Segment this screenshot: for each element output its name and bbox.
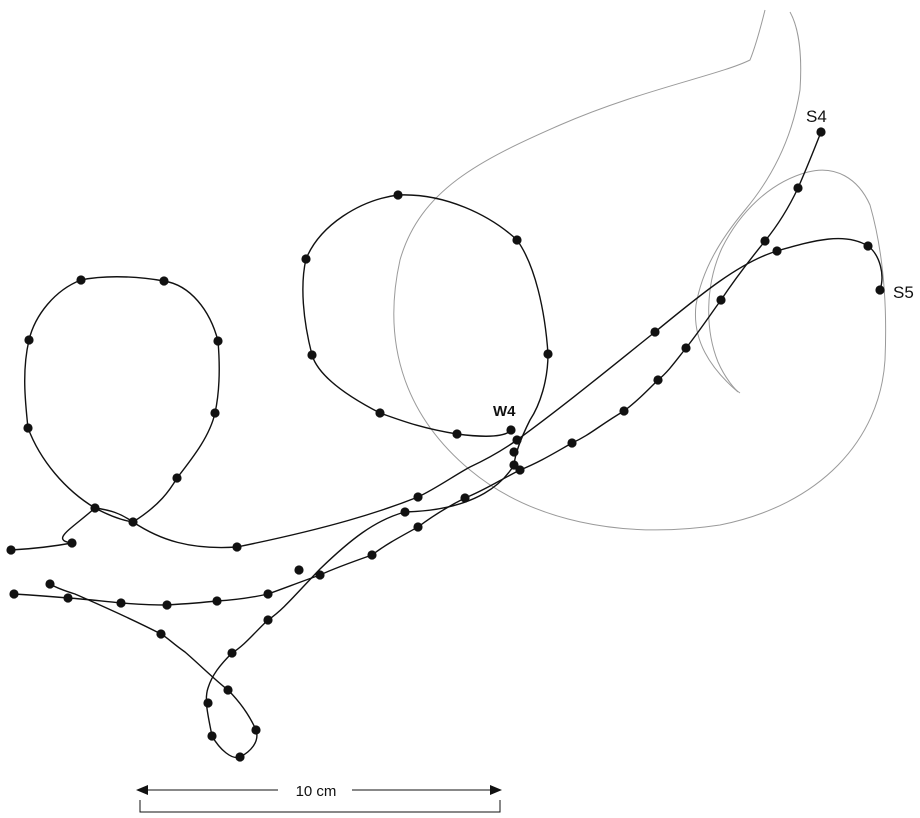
- trajectory-point: [307, 350, 317, 360]
- trajectory-point: [235, 752, 245, 762]
- trajectory-point: [24, 335, 34, 345]
- label-w4: W4: [493, 403, 516, 420]
- trajectory-point: [772, 246, 782, 256]
- trajectory-point: [760, 236, 770, 246]
- track-w4-loop: [49, 194, 549, 759]
- trajectory-point: [227, 648, 237, 658]
- trajectory-point: [9, 589, 19, 599]
- trajectory-point: [653, 375, 663, 385]
- trajectory-point: [156, 629, 166, 639]
- label-s5: S5: [893, 283, 914, 302]
- trajectory-point: [413, 492, 423, 502]
- trajectory-point: [793, 183, 803, 193]
- scale-bar: [136, 785, 502, 813]
- trajectory-point: [263, 589, 273, 599]
- trajectory-point: [23, 423, 33, 433]
- trajectory-point: [413, 522, 423, 532]
- trajectory-point: [251, 725, 261, 735]
- trajectory-point: [367, 550, 377, 560]
- trajectory-point: [67, 538, 77, 548]
- trajectory-point: [263, 615, 273, 625]
- trajectory-point: [875, 285, 885, 295]
- trajectory-point: [816, 127, 826, 137]
- track-s5: [10, 237, 883, 551]
- trajectory-point: [162, 600, 172, 610]
- trajectory-point: [172, 473, 182, 483]
- trajectory-point: [452, 429, 462, 439]
- trajectory-point: [45, 579, 55, 589]
- trajectory-point: [509, 460, 519, 470]
- faint-tracks: [393, 9, 887, 531]
- scale-bracket: [139, 800, 501, 813]
- trajectory-point: [232, 542, 242, 552]
- trajectory-point: [128, 517, 138, 527]
- trajectory-points: [6, 127, 885, 762]
- trajectory-point: [116, 598, 126, 608]
- trajectory-point: [6, 545, 16, 555]
- trajectory-point: [315, 570, 325, 580]
- trajectory-point: [223, 685, 233, 695]
- dark-tracks: [10, 131, 883, 759]
- trajectory-point: [863, 241, 873, 251]
- trajectory-point: [400, 507, 410, 517]
- faint-track-hook: [694, 11, 802, 393]
- trajectory-point: [375, 408, 385, 418]
- trajectory-point: [301, 254, 311, 264]
- arrowhead-left: [136, 785, 148, 795]
- trajectory-point: [460, 493, 470, 503]
- trajectory-point: [567, 438, 577, 448]
- track-left-loop: [24, 276, 220, 523]
- trajectory-point: [393, 190, 403, 200]
- trajectory-point: [213, 336, 223, 346]
- trajectory-point: [63, 593, 73, 603]
- trajectory-point: [203, 698, 213, 708]
- track-s4: [13, 131, 822, 606]
- trajectory-point: [212, 596, 222, 606]
- trajectory-point: [543, 349, 553, 359]
- trajectory-point: [210, 408, 220, 418]
- trajectory-point: [294, 565, 304, 575]
- trajectory-point: [159, 276, 169, 286]
- trajectory-point: [681, 343, 691, 353]
- trajectory-point: [90, 503, 100, 513]
- arrowhead-right: [490, 785, 502, 795]
- scale-label: 10 cm: [296, 783, 337, 800]
- trajectory-point: [619, 406, 629, 416]
- trajectory-point: [512, 435, 522, 445]
- faint-track-large-loop: [393, 9, 887, 531]
- trajectory-point: [506, 425, 516, 435]
- trajectory-point: [76, 275, 86, 285]
- trajectory-point: [512, 235, 522, 245]
- trajectory-point: [207, 731, 217, 741]
- trajectory-point: [650, 327, 660, 337]
- label-s4: S4: [806, 107, 827, 126]
- trajectory-point: [716, 295, 726, 305]
- trajectory-point: [509, 447, 519, 457]
